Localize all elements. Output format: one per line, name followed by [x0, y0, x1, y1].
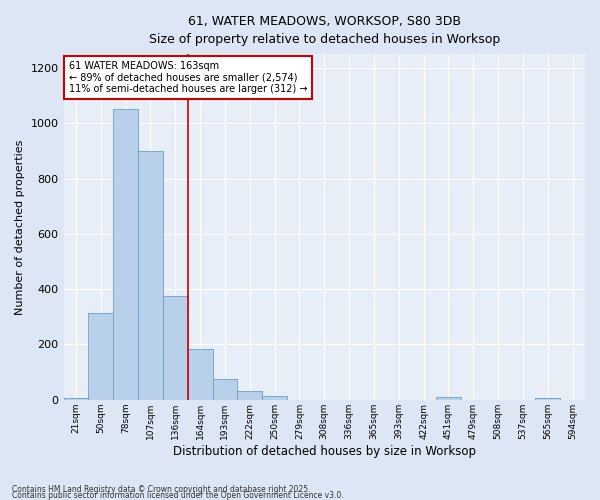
Title: 61, WATER MEADOWS, WORKSOP, S80 3DB
Size of property relative to detached houses: 61, WATER MEADOWS, WORKSOP, S80 3DB Size…	[149, 15, 500, 46]
Bar	[163, 296, 188, 400]
Bar	[88, 312, 113, 400]
Bar	[262, 396, 287, 400]
Bar	[188, 348, 212, 400]
Bar	[64, 398, 88, 400]
Bar	[436, 397, 461, 400]
Bar	[535, 398, 560, 400]
Bar	[212, 379, 238, 400]
X-axis label: Distribution of detached houses by size in Worksop: Distribution of detached houses by size …	[173, 444, 476, 458]
Y-axis label: Number of detached properties: Number of detached properties	[15, 140, 25, 314]
Bar	[138, 151, 163, 400]
Text: Contains HM Land Registry data © Crown copyright and database right 2025.: Contains HM Land Registry data © Crown c…	[12, 484, 311, 494]
Text: Contains public sector information licensed under the Open Government Licence v3: Contains public sector information licen…	[12, 490, 344, 500]
Bar	[113, 110, 138, 400]
Text: 61 WATER MEADOWS: 163sqm
← 89% of detached houses are smaller (2,574)
11% of sem: 61 WATER MEADOWS: 163sqm ← 89% of detach…	[69, 61, 307, 94]
Bar	[238, 392, 262, 400]
